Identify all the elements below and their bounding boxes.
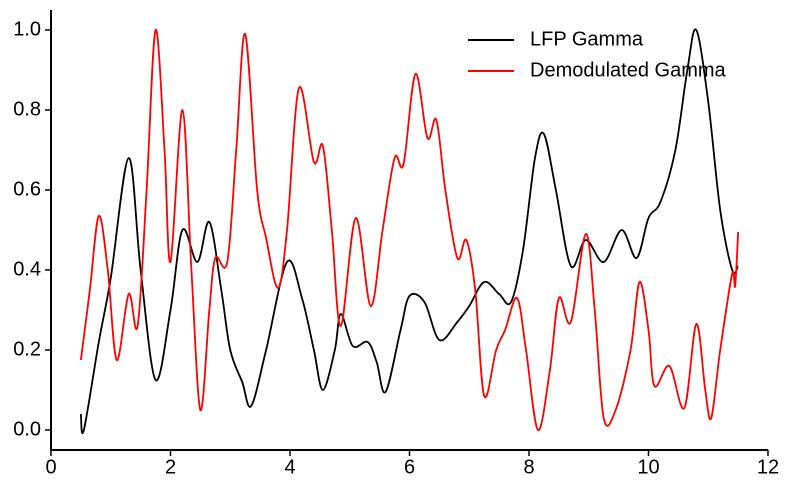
x-tick-label: 8 [523,456,534,478]
y-tick-label: 0.2 [13,338,41,360]
y-tick-label: 0.8 [13,98,41,120]
line-series [79,28,739,434]
x-tick-label: 10 [637,456,659,478]
y-tick-label: 0.4 [13,258,41,280]
x-tick-label: 2 [165,456,176,478]
x-tick-label: 6 [404,456,415,478]
legend-label: LFP Gamma [530,28,644,50]
y-tick-label: 1.0 [13,18,41,40]
line-series [79,29,740,431]
y-tick-label: 0.0 [13,418,41,440]
legend-label: Demodulated Gamma [530,59,727,81]
x-tick-label: 0 [45,456,56,478]
x-tick-label: 4 [284,456,295,478]
x-tick-label: 12 [757,456,779,478]
y-tick-label: 0.6 [13,178,41,200]
